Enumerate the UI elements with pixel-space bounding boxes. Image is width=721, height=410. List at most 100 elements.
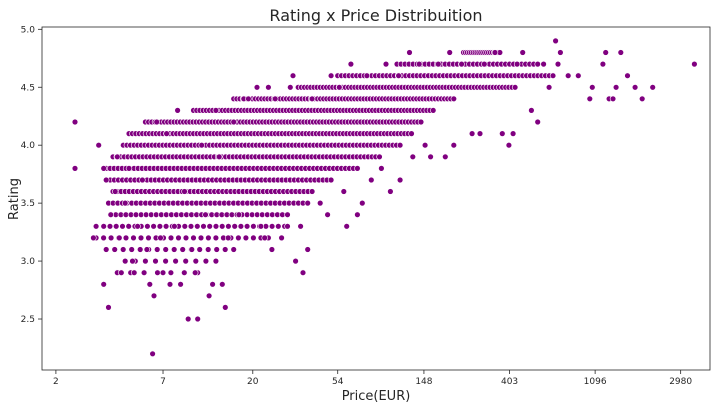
data-point: [638, 95, 646, 103]
data-point: [159, 269, 167, 276]
data-point: [406, 49, 413, 56]
data-point: [216, 153, 223, 161]
data-point: [450, 142, 457, 149]
data-point: [430, 107, 437, 114]
data-point: [481, 60, 488, 68]
data-point: [513, 60, 521, 68]
data-point: [557, 49, 564, 56]
data-point: [235, 211, 243, 218]
data-point: [162, 246, 169, 253]
x-tick-label: 7: [160, 377, 166, 387]
data-point: [198, 142, 205, 149]
x-tick-label: 2980: [669, 377, 692, 387]
data-point: [408, 130, 415, 137]
data-point: [125, 165, 133, 172]
data-point: [446, 49, 453, 56]
data-point: [327, 176, 335, 184]
data-point: [200, 223, 207, 230]
data-point: [114, 153, 121, 161]
data-point: [617, 49, 624, 56]
data-point: [154, 246, 161, 253]
data-point: [100, 281, 107, 288]
data-point: [450, 95, 457, 103]
data-point: [257, 223, 265, 230]
data-point: [144, 223, 151, 230]
data-point: [468, 130, 476, 137]
x-tick-label: 54: [332, 377, 344, 387]
data-point: [225, 223, 232, 230]
data-point: [212, 223, 220, 230]
data-point: [534, 118, 541, 126]
data-point: [278, 234, 285, 242]
data-point: [545, 84, 553, 91]
data-point: [589, 84, 596, 91]
data-point: [188, 246, 196, 253]
data-point: [691, 60, 698, 68]
data-point: [359, 199, 366, 207]
data-point: [250, 223, 257, 230]
data-point: [222, 246, 229, 253]
data-point: [107, 234, 115, 242]
data-point: [137, 246, 144, 253]
data-point: [340, 188, 347, 195]
data-point: [231, 223, 238, 230]
data-point: [631, 84, 639, 91]
data-point: [602, 49, 609, 56]
data-point: [308, 95, 316, 103]
data-point: [149, 350, 156, 357]
data-point: [354, 211, 361, 218]
data-point: [416, 60, 423, 68]
data-point: [167, 234, 175, 242]
y-tick-label: 3.0: [21, 257, 36, 267]
data-point: [253, 84, 261, 91]
y-tick-label: 5.0: [21, 25, 36, 35]
data-point: [174, 107, 181, 114]
data-point: [131, 269, 138, 276]
data-point: [157, 234, 164, 242]
data-point: [90, 234, 97, 242]
data-point: [230, 246, 237, 253]
data-point: [292, 257, 299, 265]
data-point: [112, 223, 120, 230]
data-point: [261, 234, 268, 242]
data-point: [317, 199, 324, 207]
data-point: [336, 84, 343, 91]
data-point: [192, 257, 200, 265]
data-point: [225, 234, 232, 242]
data-point: [378, 165, 385, 172]
x-tick-label: 20: [247, 377, 259, 387]
data-point: [564, 72, 572, 79]
data-point: [289, 72, 297, 79]
data-point: [121, 257, 129, 265]
data-point: [192, 269, 199, 276]
data-point: [284, 211, 291, 218]
data-point: [299, 269, 307, 276]
data-point: [194, 223, 201, 230]
data-point: [206, 223, 213, 230]
data-point: [284, 223, 291, 230]
data-point: [171, 246, 178, 253]
data-point: [190, 234, 197, 242]
data-point: [586, 95, 593, 103]
data-point: [476, 130, 484, 137]
data-point: [177, 281, 184, 288]
y-axis-ticks: 2.5 3.0 3.5 4.0 4.5 5.0: [21, 25, 42, 325]
data-point: [150, 292, 158, 299]
data-point: [185, 315, 192, 323]
data-point: [118, 269, 125, 276]
data-point: [327, 72, 335, 79]
data-point: [268, 246, 276, 253]
data-point: [202, 211, 209, 218]
data-point: [205, 292, 213, 299]
data-point: [395, 72, 402, 79]
data-point: [540, 60, 547, 68]
x-tick-label: 2: [53, 377, 59, 387]
data-point: [121, 199, 129, 207]
y-tick-label: 4.0: [21, 141, 36, 151]
data-point: [162, 257, 169, 265]
data-point: [181, 269, 188, 276]
data-point: [549, 72, 557, 79]
data-point: [187, 223, 195, 230]
data-point: [554, 60, 562, 68]
data-point: [153, 118, 160, 126]
